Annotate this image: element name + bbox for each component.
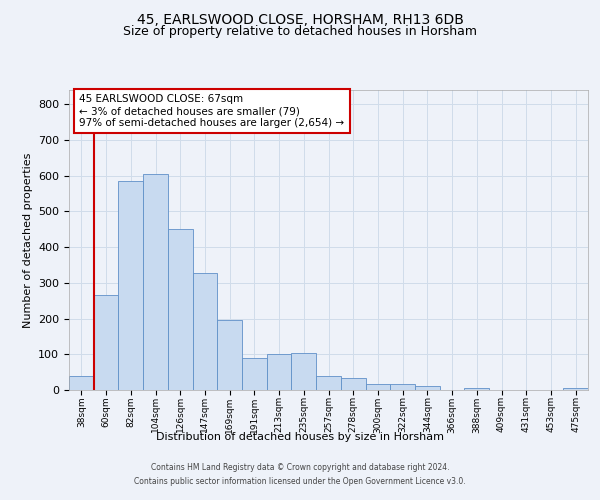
Bar [217, 320, 242, 390]
Bar [267, 354, 292, 390]
Y-axis label: Number of detached properties: Number of detached properties [23, 152, 32, 328]
Text: 45, EARLSWOOD CLOSE, HORSHAM, RH13 6DB: 45, EARLSWOOD CLOSE, HORSHAM, RH13 6DB [137, 12, 463, 26]
Bar [415, 386, 440, 390]
Bar [118, 181, 143, 390]
Bar [390, 384, 415, 390]
Bar [365, 384, 390, 390]
Text: Contains HM Land Registry data © Crown copyright and database right 2024.: Contains HM Land Registry data © Crown c… [151, 464, 449, 472]
Bar [316, 376, 341, 390]
Bar [292, 353, 316, 390]
Bar [168, 228, 193, 390]
Bar [464, 388, 489, 390]
Bar [563, 388, 588, 390]
Text: 45 EARLSWOOD CLOSE: 67sqm
← 3% of detached houses are smaller (79)
97% of semi-d: 45 EARLSWOOD CLOSE: 67sqm ← 3% of detach… [79, 94, 344, 128]
Bar [69, 376, 94, 390]
Bar [341, 378, 365, 390]
Text: Size of property relative to detached houses in Horsham: Size of property relative to detached ho… [123, 25, 477, 38]
Text: Contains public sector information licensed under the Open Government Licence v3: Contains public sector information licen… [134, 477, 466, 486]
Bar [94, 295, 118, 390]
Bar [193, 272, 217, 390]
Bar [242, 358, 267, 390]
Bar [143, 174, 168, 390]
Text: Distribution of detached houses by size in Horsham: Distribution of detached houses by size … [156, 432, 444, 442]
